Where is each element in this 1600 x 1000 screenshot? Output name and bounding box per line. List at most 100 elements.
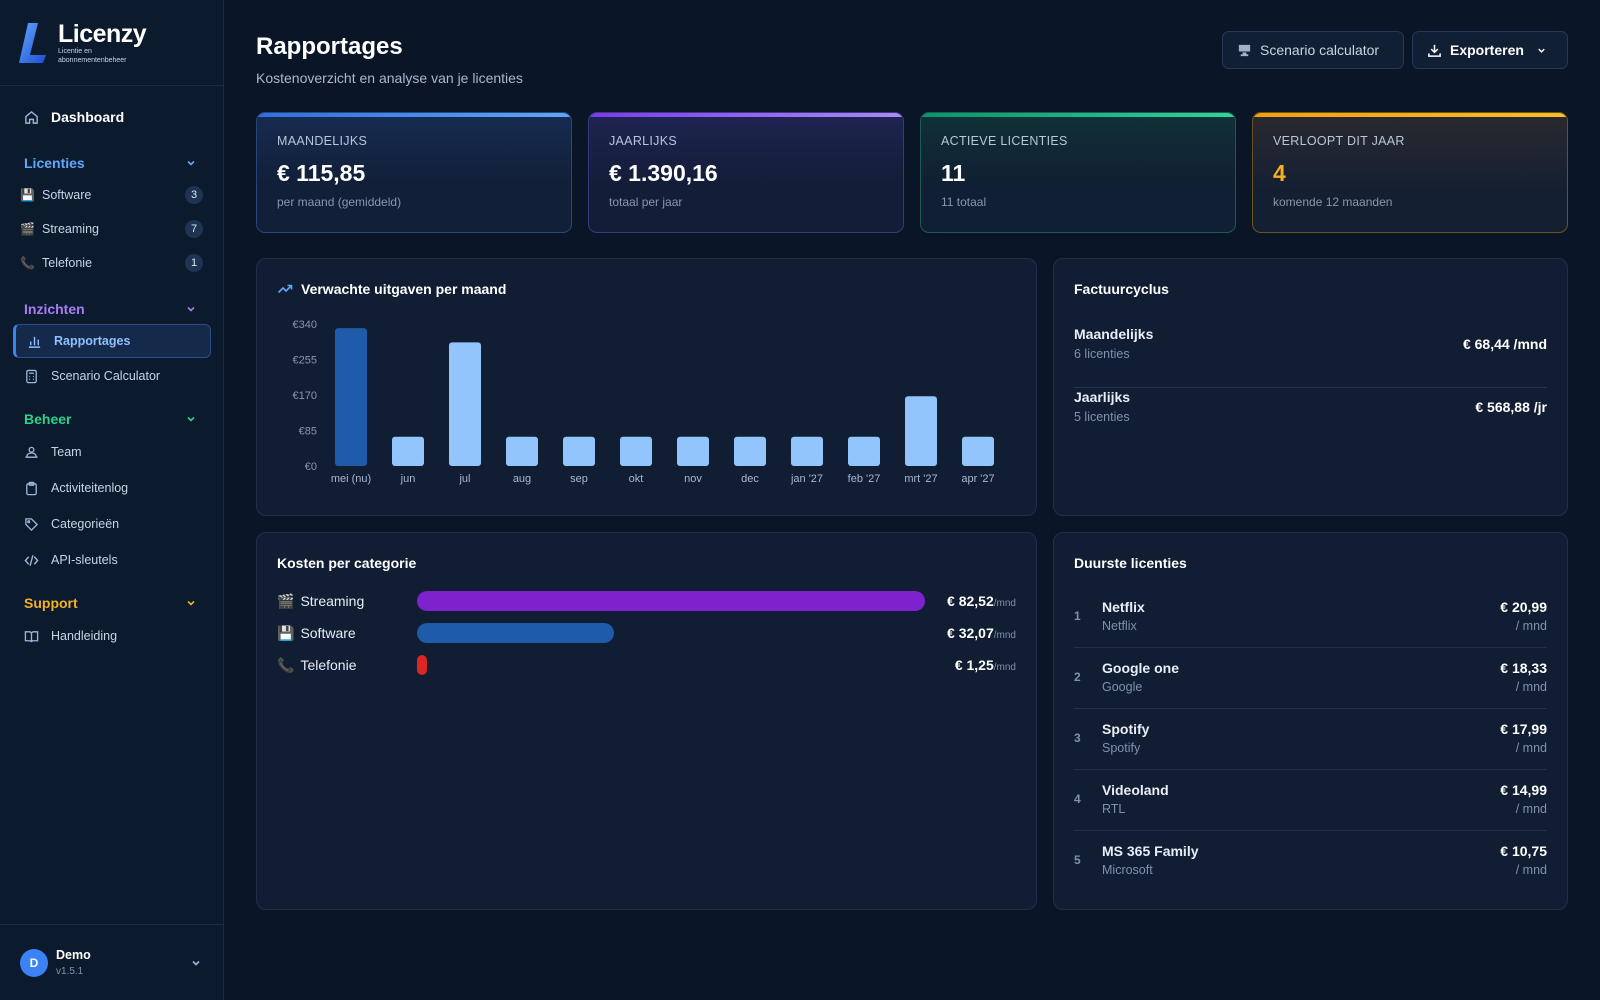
license-row[interactable]: 5 MS 365 Family Microsoft € 10,75 / mnd [1074,831,1547,892]
group-licenties[interactable]: Licenties [0,148,223,178]
stat-label: ACTIEVE LICENTIES [941,134,1068,148]
license-vendor: Spotify [1102,741,1141,755]
spend-bar[interactable] [905,396,937,466]
sidebar-item-label: Activiteitenlog [51,481,129,495]
phone-icon: 📞 [277,656,295,673]
spend-bar[interactable] [734,436,766,466]
x-tick-label: apr '27 [961,473,994,485]
license-vendor: Microsoft [1102,863,1153,877]
category-bar [417,623,615,643]
sidebar-item-scenario-calculator[interactable]: Scenario Calculator [0,358,223,394]
sidebar-item-categorieen[interactable]: Categorieën [0,506,223,542]
sidebar-item-streaming[interactable]: 🎬 Streaming 7 [0,212,223,246]
cycle-name: Jaarlijks [1074,389,1131,405]
sidebar-item-team[interactable]: Team [0,434,223,470]
category-amount: € 1,25 [954,657,994,673]
calculator-icon [1238,44,1251,56]
license-row[interactable]: 4 Videoland RTL € 14,99 / mnd [1074,770,1547,831]
floppy-disk-icon: 💾 [20,188,35,202]
home-icon [25,110,38,124]
license-rank: 4 [1074,792,1081,806]
license-unit: / mnd [1515,680,1547,694]
x-tick-label: nov [684,473,702,485]
spend-bar[interactable] [506,436,538,466]
group-beheer[interactable]: Beheer [0,404,223,434]
stat-label: MAANDELIJKS [277,134,368,148]
spend-chart-panel: Verwachte uitgaven per maand €0 €85 €170 €2… [256,258,1037,516]
spend-bar[interactable] [848,436,880,466]
scenario-calculator-button[interactable]: Scenario calculator [1222,31,1404,69]
sidebar-item-telefonie[interactable]: 📞 Telefonie 1 [0,246,223,280]
sidebar-item-rapportages[interactable]: Rapportages [13,324,211,358]
category-bar [417,655,428,675]
sidebar-item-label: Software [42,188,92,202]
user-menu[interactable]: D Demo v1.5.1 [0,924,224,1000]
license-rank: 2 [1074,670,1081,684]
license-unit: / mnd [1515,863,1547,877]
spend-bar[interactable] [563,436,595,466]
stat-card-active: ACTIEVE LICENTIES 11 11 totaal [920,112,1236,233]
license-row[interactable]: 1 Netflix Netflix € 20,99 / mnd [1074,587,1547,648]
group-support[interactable]: Support [0,588,223,618]
floppy-disk-icon: 💾 [277,624,295,641]
spend-bar[interactable] [620,436,652,466]
license-row[interactable]: 2 Google one Google € 18,33 / mnd [1074,648,1547,709]
y-tick-label: €170 [293,390,317,402]
spend-bar[interactable] [335,328,367,466]
license-row[interactable]: 3 Spotify Spotify € 17,99 / mnd [1074,709,1547,770]
sidebar-item-dashboard[interactable]: Dashboard [0,86,223,148]
chevron-down-icon [187,416,195,422]
chevron-down-icon [187,306,195,312]
count-badge: 3 [185,186,203,204]
top-licenses-panel: Duurste licenties 1 Netflix Netflix € 20… [1053,532,1568,910]
y-tick-label: €0 [305,461,317,473]
chevron-down-icon [187,160,195,166]
category-name: Streaming [300,593,365,609]
spend-bar[interactable] [677,436,709,466]
logo[interactable]: Licenzy Licentie en abonnementenbeheer [0,0,223,86]
group-inzichten[interactable]: Inzichten [0,294,223,324]
sidebar: Licenzy Licentie en abonnementenbeheer D… [0,0,224,1000]
category-bar [417,591,925,611]
code-icon [24,554,39,566]
export-button[interactable]: Exporteren [1412,31,1568,69]
license-price: € 17,99 [1500,721,1547,737]
stat-value: 4 [1273,160,1286,186]
cycle-count: 5 licenties [1074,410,1130,424]
button-label: Scenario calculator [1260,42,1380,58]
cycle-name: Maandelijks [1074,326,1154,342]
spend-bar[interactable] [449,342,481,466]
license-name: Spotify [1102,721,1150,737]
license-price: € 10,75 [1500,843,1547,859]
license-rank: 3 [1074,731,1081,745]
license-price: € 18,33 [1500,660,1547,676]
sidebar-item-api-sleutels[interactable]: API-sleutels [0,542,223,578]
cycle-amount: € 68,44 /mnd [1462,336,1547,352]
sidebar-item-activiteitenlog[interactable]: Activiteitenlog [0,470,223,506]
category-amount: € 32,07 [947,625,994,641]
cycle-row-yearly: Jaarlijks 5 licenties € 568,88 /jr [1074,389,1547,451]
x-tick-label: dec [741,473,759,485]
license-vendor: RTL [1102,802,1126,816]
spend-bar[interactable] [962,436,994,466]
y-tick-label: €255 [293,355,317,367]
category-amount: € 82,52 [947,593,994,609]
stat-value: € 1.390,16 [609,160,718,186]
sidebar-item-handleiding[interactable]: Handleiding [0,618,223,654]
spend-bar[interactable] [392,436,424,466]
spend-bar-chart: €0 €85 €170 €255 €340 mei (nu) jun jul aug sep okt… [293,319,995,485]
sidebar-item-software[interactable]: 💾 Software 3 [0,178,223,212]
stat-sub: komende 12 maanden [1273,195,1393,209]
sidebar-item-label: Categorieën [51,517,120,531]
spend-bar[interactable] [791,436,823,466]
category-row: 🎬 Streaming € 82,52/mnd [277,590,1016,612]
category-costs-panel: Kosten per categorie 🎬 Streaming € 82,52/… [256,532,1037,910]
license-vendor: Netflix [1102,619,1137,633]
stat-sub: per maand (gemiddeld) [277,195,402,209]
app-version: v1.5.1 [56,966,84,977]
page-subtitle: Kostenoverzicht en analyse van je licent… [256,70,523,86]
category-name: Telefonie [300,657,357,673]
stat-value: € 115,85 [277,160,366,186]
license-vendor: Google [1102,680,1143,694]
phone-icon: 📞 [20,256,35,270]
